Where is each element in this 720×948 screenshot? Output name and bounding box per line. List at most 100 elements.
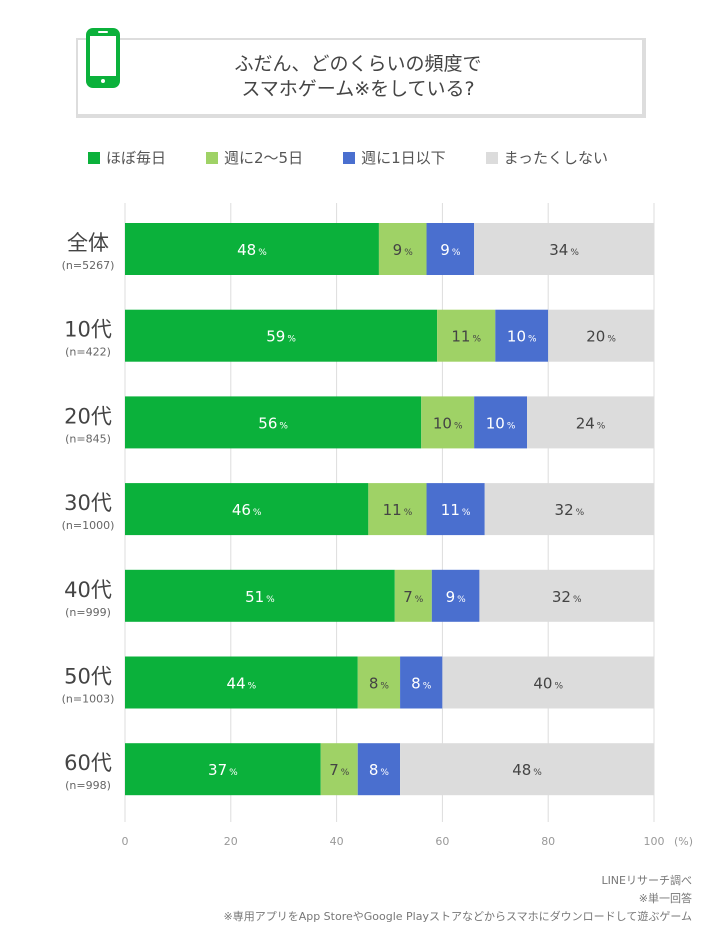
legend-label: 週に2〜5日 <box>224 149 304 167</box>
data-label: 7% <box>329 761 350 779</box>
data-label: 40% <box>533 675 563 693</box>
legend-label: 週に1日以下 <box>361 149 446 167</box>
bar-segment <box>426 483 485 536</box>
legend-swatch <box>206 151 219 164</box>
data-label: 32% <box>555 501 585 519</box>
x-tick-label: 80 <box>541 835 555 848</box>
x-unit-label: (%) <box>674 835 693 848</box>
legend-swatch <box>88 151 100 164</box>
x-tick-label: 20 <box>224 835 238 848</box>
bar-segment <box>394 569 432 622</box>
data-label: 7% <box>403 588 424 606</box>
category-label: 全体 <box>67 231 109 255</box>
category-label: 50代 <box>64 665 112 689</box>
bar-segment <box>125 656 358 709</box>
category-sample-size: (n=1003) <box>62 693 115 706</box>
data-label: 37% <box>208 761 238 779</box>
bar-segment <box>484 483 654 536</box>
bar-segment <box>368 483 427 536</box>
data-label: 56% <box>258 414 288 432</box>
data-label: 44% <box>227 675 257 693</box>
data-label: 51% <box>245 588 275 606</box>
data-label: 24% <box>576 414 606 432</box>
bar-segment <box>527 396 654 449</box>
data-label: 11% <box>451 328 481 346</box>
footnote-2: ※専用アプリをApp StoreやGoogle Playストアなどからスマホにダ… <box>223 910 692 923</box>
category-sample-size: (n=998) <box>65 779 111 792</box>
x-tick-label: 60 <box>435 835 449 848</box>
data-label: 8% <box>369 675 390 693</box>
legend-label: ほぼ毎日 <box>106 149 167 167</box>
category-sample-size: (n=422) <box>65 346 111 359</box>
footnote-1: ※単一回答 <box>638 892 692 905</box>
data-label: 11% <box>441 501 471 519</box>
bar-segment <box>125 483 369 536</box>
data-label: 9% <box>440 241 461 259</box>
data-label: 10% <box>486 414 516 432</box>
data-label: 9% <box>446 588 467 606</box>
bar-segment <box>357 656 401 709</box>
data-label: 20% <box>586 328 616 346</box>
bar-segment <box>437 309 496 362</box>
legend-item: 週に1日以下 <box>343 147 446 168</box>
bar-segment <box>431 569 480 622</box>
legend-swatch <box>343 151 356 164</box>
category-label: 60代 <box>64 751 112 775</box>
category-label: 10代 <box>64 318 112 342</box>
data-label: 9% <box>393 241 414 259</box>
title-box <box>76 38 646 118</box>
bar-segment <box>426 223 475 275</box>
category-sample-size: (n=845) <box>65 432 111 445</box>
bar-segment <box>548 309 654 362</box>
category-label: 40代 <box>64 578 112 602</box>
bar-segment <box>474 396 528 449</box>
bar-segment <box>495 309 549 362</box>
x-tick-label: 100 <box>644 835 665 848</box>
legend: ほぼ毎日 週に2〜5日 週に1日以下 まったくしない <box>88 147 648 168</box>
bar-segment <box>400 743 654 796</box>
data-label: 32% <box>552 588 582 606</box>
data-label: 8% <box>369 761 390 779</box>
data-label: 10% <box>433 414 463 432</box>
category-sample-size: (n=5267) <box>62 259 115 272</box>
legend-item: まったくしない <box>485 147 609 168</box>
legend-item: ほぼ毎日 <box>88 147 166 168</box>
category-sample-size: (n=1000) <box>62 519 115 532</box>
bar-segment <box>125 223 379 275</box>
category-label: 30代 <box>64 491 112 515</box>
legend-label: まったくしない <box>503 149 609 167</box>
title-line-2: スマホゲーム※をしている? <box>241 78 475 100</box>
category-sample-size: (n=999) <box>65 606 111 619</box>
category-label: 20代 <box>64 404 112 428</box>
smartphone-icon <box>86 28 120 88</box>
data-label: 59% <box>266 328 296 346</box>
data-label: 8% <box>411 675 432 693</box>
data-label: 48% <box>237 241 267 259</box>
bar-segment <box>125 743 321 796</box>
bar-segment <box>357 743 401 796</box>
bar-segment <box>125 569 395 622</box>
data-label: 46% <box>232 501 262 519</box>
title-line-1: ふだん、どのくらいの頻度で <box>234 53 482 75</box>
data-label: 34% <box>549 241 579 259</box>
legend-swatch <box>485 151 498 164</box>
data-label: 48% <box>512 761 542 779</box>
bar-segment <box>479 569 654 622</box>
data-label: 10% <box>507 328 537 346</box>
bar-segment <box>400 656 443 709</box>
data-label: 11% <box>383 501 413 519</box>
bar-segment <box>474 223 654 275</box>
bar-segment <box>320 743 358 796</box>
x-tick-label: 40 <box>330 835 344 848</box>
chart-title: ふだん、どのくらいの頻度で スマホゲーム※をしている? <box>76 52 640 102</box>
source-note: LINEリサーチ調べ <box>601 874 692 887</box>
x-tick-label: 0 <box>122 835 129 848</box>
bar-segment <box>421 396 475 449</box>
bar-segment <box>125 396 422 449</box>
bar-segment <box>378 223 427 275</box>
bar-segment <box>125 309 438 362</box>
legend-item: 週に2〜5日 <box>206 147 303 168</box>
bar-segment <box>442 656 654 709</box>
